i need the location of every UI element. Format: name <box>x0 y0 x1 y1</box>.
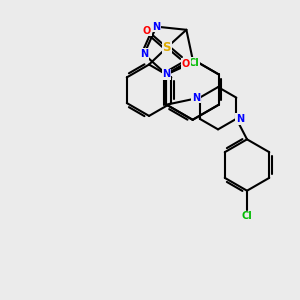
Text: N: N <box>140 49 148 59</box>
Text: N: N <box>152 22 160 32</box>
Text: Cl: Cl <box>242 211 252 221</box>
Text: N: N <box>162 70 171 80</box>
Text: Cl: Cl <box>188 58 199 68</box>
Text: S: S <box>163 41 171 54</box>
Text: N: N <box>192 93 200 103</box>
Text: N: N <box>236 114 244 124</box>
Text: O: O <box>143 26 151 35</box>
Text: O: O <box>182 58 190 69</box>
